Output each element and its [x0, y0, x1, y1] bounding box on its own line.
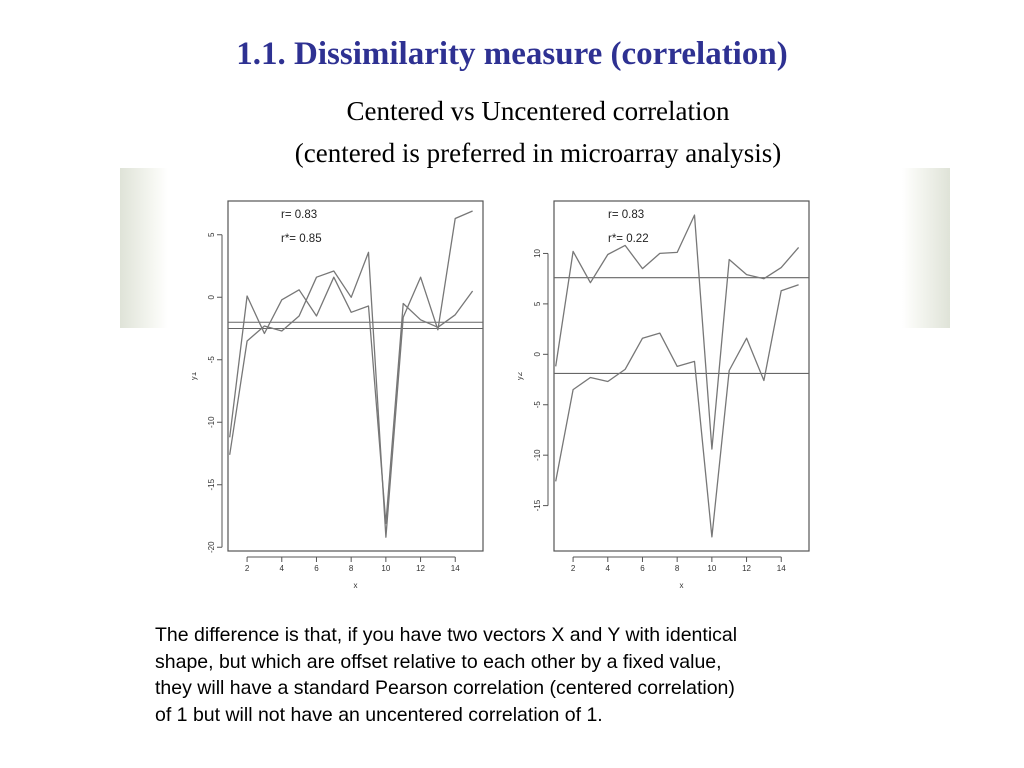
y-tick-label: -5 — [207, 356, 216, 364]
y-tick-label: 0 — [533, 352, 542, 357]
explanation-caption: The difference is that, if you have two … — [155, 622, 855, 728]
x-tick-label: 2 — [245, 564, 250, 573]
correlation-annotation: r= 0.83 — [281, 209, 317, 221]
x-tick-label: 6 — [314, 564, 319, 573]
caption-line: of 1 but will not have an uncentered cor… — [155, 703, 603, 726]
x-tick-label: 12 — [416, 564, 425, 573]
y-tick-label: -15 — [533, 499, 542, 511]
background-glow-right — [902, 168, 950, 328]
x-tick-label: 6 — [640, 564, 645, 573]
y-tick-label: -15 — [207, 478, 216, 490]
y-axis-label: y2 — [518, 371, 524, 380]
slide-title: 1.1. Dissimilarity measure (correlation) — [236, 36, 788, 72]
y-tick-label: -10 — [207, 416, 216, 428]
x-tick-label: 4 — [606, 564, 611, 573]
plot-frame — [553, 200, 810, 552]
x-tick-label: 8 — [675, 564, 680, 573]
slide-subtitle-note: (centered is preferred in microarray ana… — [294, 138, 782, 168]
x-tick-label: 14 — [451, 564, 460, 573]
correlation-annotation: r= 0.83 — [608, 209, 644, 221]
correlation-annotation: r*= 0.22 — [608, 233, 649, 245]
x-tick-label: 14 — [777, 564, 786, 573]
y-tick-label: -5 — [533, 401, 542, 409]
series-line-2 — [229, 210, 473, 538]
y-tick-label: -10 — [533, 449, 542, 461]
correlation-annotation: r*= 0.85 — [281, 233, 322, 245]
x-tick-label: 2 — [571, 564, 576, 573]
caption-line: The difference is that, if you have two … — [155, 624, 738, 646]
y-tick-label: 5 — [533, 301, 542, 306]
x-tick-label: 8 — [349, 564, 354, 573]
correlation-plot-y1: 2 4 6 8 10 12 14 x 5 0 -5 -10 -15 -20 y1 r= 0.83 r*= 0.8… — [192, 200, 484, 590]
series-line-1 — [555, 214, 800, 450]
x-axis-label: x — [354, 581, 358, 590]
x-tick-label: 4 — [280, 564, 285, 573]
series-line-2 — [555, 284, 799, 538]
y-tick-label: 10 — [533, 248, 542, 257]
caption-line: they will have a standard Pearson correl… — [155, 677, 735, 699]
series-line-1 — [229, 276, 474, 525]
figure-panel: 2 4 6 8 10 12 14 x 5 0 -5 -10 -15 -20 y1 r= 0.83 r*= 0.8… — [120, 168, 950, 742]
y-axis-label: y1 — [192, 371, 198, 380]
y-tick-label: 5 — [207, 232, 216, 237]
plot-frame — [227, 200, 484, 552]
x-tick-label: 10 — [707, 564, 716, 573]
y-tick-label: 0 — [207, 294, 216, 299]
x-tick-label: 12 — [742, 564, 751, 573]
y-tick-label: -20 — [207, 541, 216, 553]
x-axis-label: x — [680, 581, 684, 590]
x-tick-label: 10 — [381, 564, 390, 573]
caption-line: shape, but which are offset relative to … — [155, 650, 722, 673]
background-glow-left — [120, 168, 168, 328]
correlation-plot-y2: 2 4 6 8 10 12 14 x 10 5 0 -5 -10 -15 y2 r= 0.83 r*= 0.22 — [518, 200, 810, 590]
slide-subtitle: Centered vs Uncentered correlation — [346, 96, 730, 126]
